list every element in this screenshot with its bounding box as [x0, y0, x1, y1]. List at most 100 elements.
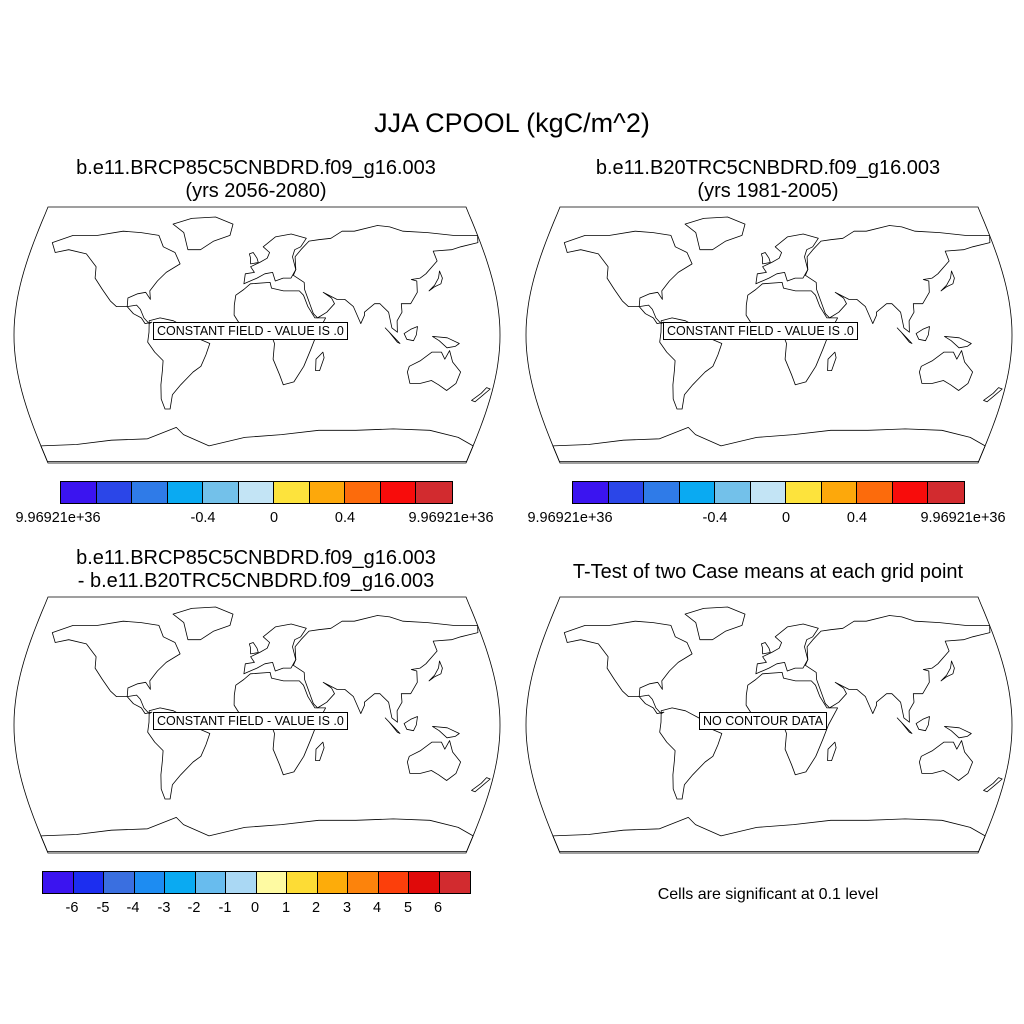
- coastline: [944, 726, 972, 739]
- coastline: [126, 304, 153, 324]
- panel-4-title: T-Test of two Case means at each grid po…: [518, 561, 1018, 584]
- colorbar-swatch: [43, 872, 74, 893]
- colorbar-swatch: [256, 872, 287, 893]
- map-outline: [13, 206, 501, 464]
- colorbar-swatch: [167, 482, 204, 503]
- panel-2-world-map: [525, 206, 1013, 464]
- coastline: [407, 740, 461, 781]
- coastline: [827, 351, 837, 371]
- page-title: JJA CPOOL (kgC/m^2): [374, 108, 650, 138]
- colorbar-3-tick: -1: [218, 900, 232, 916]
- panel-1-title: b.e11.BRCP85C5CNBDRD.f09_g16.003 (yrs 20…: [6, 157, 506, 203]
- coastline: [403, 326, 418, 342]
- colorbar-swatch: [195, 872, 226, 893]
- coastline: [51, 230, 181, 307]
- colorbar-panel-1-ticks: 9.96921e+36 -0.4 0 0.4 9.96921e+36: [0, 510, 512, 530]
- colorbar-swatch: [573, 482, 609, 503]
- map-outline: [525, 206, 1013, 464]
- colorbar-3-tick: 1: [281, 900, 291, 916]
- map-outline: [525, 596, 1013, 854]
- colorbar-2-tick: -0.4: [702, 510, 728, 526]
- colorbar-swatch: [317, 872, 348, 893]
- coastline: [407, 350, 461, 391]
- coastline: [40, 817, 474, 852]
- colorbar-1-tick: 0: [269, 510, 279, 526]
- coastline: [915, 716, 930, 732]
- colorbar-2-tick: 9.96921e+36: [527, 510, 613, 526]
- colorbar-2-tick: 0.4: [846, 510, 868, 526]
- colorbar-swatch: [287, 872, 318, 893]
- colorbar-panel-2-ticks: 9.96921e+36 -0.4 0 0.4 9.96921e+36: [512, 510, 1024, 530]
- coastline: [919, 350, 973, 391]
- coastline: [315, 741, 325, 761]
- coastline: [638, 694, 665, 714]
- colorbar-3-tick: -4: [126, 900, 140, 916]
- colorbar-3-tick: 0: [250, 900, 260, 916]
- colorbar-swatch: [134, 872, 165, 893]
- coastline: [761, 252, 771, 265]
- coastline: [172, 216, 234, 251]
- colorbar-swatch: [715, 482, 751, 503]
- panel-2-info-label: CONSTANT FIELD - VALUE IS .0: [663, 322, 858, 340]
- coastline: [403, 716, 418, 732]
- colorbar-swatch: [679, 482, 716, 503]
- coastline: [638, 304, 665, 324]
- colorbar-swatch: [857, 482, 893, 503]
- coastline: [40, 427, 474, 462]
- coastline: [249, 252, 259, 265]
- colorbar-swatch: [61, 482, 97, 503]
- colorbar-panel-1: [60, 481, 453, 504]
- colorbar-3-tick: 3: [342, 900, 352, 916]
- coastline: [428, 270, 443, 292]
- colorbar-swatch: [73, 872, 104, 893]
- coastline: [827, 741, 837, 761]
- coastline: [552, 427, 986, 462]
- significance-note: Cells are significant at 0.1 level: [657, 886, 879, 903]
- coastline: [896, 327, 913, 344]
- colorbar-1-tick: 9.96921e+36: [408, 510, 494, 526]
- colorbar-swatch: [786, 482, 822, 503]
- colorbar-swatch: [274, 482, 310, 503]
- colorbar-swatch: [132, 482, 168, 503]
- panel-2-title-line1: b.e11.B20TRC5CNBDRD.f09_g16.003: [595, 157, 941, 179]
- colorbar-2-tick: 9.96921e+36: [920, 510, 1006, 526]
- colorbar-panel-2: [572, 481, 965, 504]
- coastline: [432, 336, 460, 349]
- panel-2-title: b.e11.B20TRC5CNBDRD.f09_g16.003 (yrs 198…: [518, 157, 1018, 203]
- coastline: [805, 615, 991, 723]
- coastline: [983, 777, 1003, 793]
- colorbar-swatch: [226, 872, 257, 893]
- colorbar-3-tick: -5: [96, 900, 110, 916]
- colorbar-swatch: [750, 482, 787, 503]
- coastline: [293, 615, 479, 723]
- coastline: [471, 387, 491, 403]
- panel-3-title: b.e11.BRCP85C5CNBDRD.f09_g16.003 - b.e11…: [6, 547, 506, 593]
- colorbar-swatch: [409, 872, 440, 893]
- colorbar-swatch: [821, 482, 858, 503]
- colorbar-swatch: [644, 482, 680, 503]
- panel-3-title-line2: - b.e11.B20TRC5CNBDRD.f09_g16.003: [77, 570, 435, 592]
- colorbar-3-tick: -6: [65, 900, 79, 916]
- colorbar-swatch: [345, 482, 381, 503]
- colorbar-1-tick: 9.96921e+36: [15, 510, 101, 526]
- coastline: [944, 336, 972, 349]
- colorbar-3-tick: 2: [311, 900, 321, 916]
- colorbar-swatch: [104, 872, 135, 893]
- coastline: [471, 777, 491, 793]
- colorbar-1-tick: 0.4: [334, 510, 356, 526]
- colorbar-3-tick: -3: [157, 900, 171, 916]
- colorbar-panel-3-ticks: -6 -5 -4 -3 -2 -1 0 1 2 3 4 5 6: [42, 900, 469, 920]
- panel-1-title-line1: b.e11.BRCP85C5CNBDRD.f09_g16.003: [76, 157, 436, 179]
- panel-1-info-label: CONSTANT FIELD - VALUE IS .0: [153, 322, 348, 340]
- coastline: [896, 717, 913, 734]
- panel-4-title-line1: T-Test of two Case means at each grid po…: [572, 561, 964, 583]
- coastline: [755, 233, 819, 285]
- coastline: [126, 694, 153, 714]
- coastline: [684, 216, 746, 251]
- map-outline: [13, 596, 501, 854]
- colorbar-swatch: [378, 872, 409, 893]
- colorbar-swatch: [165, 872, 196, 893]
- panel-3-info-label: CONSTANT FIELD - VALUE IS .0: [153, 712, 348, 730]
- coastline: [552, 817, 986, 852]
- colorbar-swatch: [928, 482, 964, 503]
